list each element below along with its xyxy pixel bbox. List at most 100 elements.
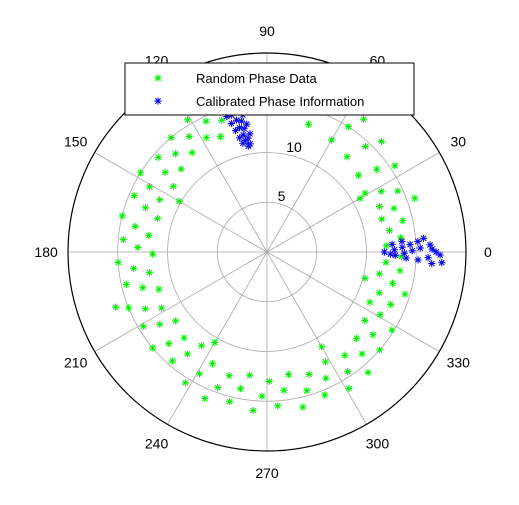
radius-label-10: 10: [286, 139, 302, 155]
data-point: [235, 134, 244, 142]
angle-label-30: 30: [451, 134, 467, 150]
data-point: [175, 197, 183, 205]
data-point: [304, 120, 313, 128]
data-point: [321, 391, 329, 399]
data-point: [396, 267, 404, 275]
data-point: [243, 120, 251, 128]
data-point: [390, 204, 398, 212]
outer-ring: [67, 52, 467, 452]
data-point: [226, 398, 234, 406]
angle-label-0: 0: [484, 244, 492, 260]
data-point: [375, 202, 384, 211]
data-point: [232, 116, 241, 124]
legend-label: Random Phase Data: [196, 71, 317, 86]
legend-entry: Calibrated Phase Information: [154, 94, 364, 109]
data-point: [388, 326, 396, 334]
data-point: [359, 115, 368, 123]
data-point: [139, 284, 147, 292]
radius-ring-5: [216, 201, 318, 303]
data-point: [378, 215, 386, 223]
data-point: [305, 370, 313, 378]
data-point: [125, 304, 133, 312]
data-point: [265, 377, 273, 385]
legend: Random Phase Data Calibrated Phase Inform…: [124, 62, 415, 116]
data-point: [375, 289, 383, 297]
data-point: [181, 379, 189, 387]
data-point: [216, 133, 225, 141]
data-point: [416, 244, 424, 252]
data-point: [408, 247, 416, 255]
data-point: [299, 403, 307, 411]
angle-label-330: 330: [447, 354, 471, 370]
data-point: [424, 254, 432, 262]
data-point: [382, 242, 390, 250]
data-point: [438, 259, 446, 267]
data-point: [227, 119, 235, 128]
legend-label: Calibrated Phase Information: [196, 94, 364, 109]
data-point: [361, 142, 369, 151]
data-point: [177, 165, 185, 173]
data-point: [375, 270, 383, 278]
data-point: [145, 269, 154, 277]
data-point: [154, 153, 162, 161]
data-point: [391, 162, 399, 170]
data-point: [149, 344, 157, 352]
data-point: [134, 243, 142, 252]
data-point: [385, 226, 394, 235]
legend-entry: Random Phase Data: [154, 71, 317, 86]
data-point: [322, 374, 330, 382]
data-point: [130, 192, 138, 200]
data-point: [414, 256, 422, 264]
data-point: [111, 303, 120, 311]
data-point: [388, 279, 397, 287]
data-point: [258, 392, 266, 400]
data-point: [246, 130, 254, 138]
data-point: [148, 250, 157, 258]
data-point: [239, 139, 247, 147]
data-point: [318, 343, 326, 351]
radius-ring-10: [167, 152, 367, 352]
data-point: [376, 346, 384, 354]
data-point: [361, 189, 369, 197]
data-point: [145, 183, 154, 191]
data-point: [246, 140, 254, 148]
data-point: [344, 368, 352, 376]
data-point: [232, 127, 240, 135]
data-point: [428, 245, 436, 253]
data-point: [185, 132, 193, 141]
data-point: [373, 165, 381, 173]
data-point: [188, 149, 196, 157]
data-point: [139, 322, 147, 330]
data-point: [402, 254, 410, 262]
data-point: [246, 371, 254, 379]
data-point: [399, 217, 407, 225]
series-calibrated-phase-information: [211, 76, 446, 268]
data-point: [420, 234, 428, 242]
radius-label-5: 5: [278, 188, 286, 204]
data-point: [157, 304, 166, 312]
data-point: [202, 134, 210, 142]
data-point: [328, 136, 336, 144]
legend-marker: [154, 97, 162, 105]
data-point: [168, 357, 176, 365]
data-point: [211, 338, 219, 347]
data-point: [387, 300, 395, 309]
data-point: [376, 311, 384, 319]
data-point: [180, 334, 188, 342]
data-point: [237, 117, 246, 125]
data-point: [432, 248, 440, 256]
data-point: [366, 298, 374, 306]
data-point: [118, 212, 126, 220]
data-point: [218, 116, 226, 124]
data-point: [274, 402, 282, 410]
data-point: [156, 320, 164, 328]
data-point: [284, 370, 293, 379]
data-point: [214, 383, 222, 392]
data-point: [377, 187, 385, 195]
data-point: [172, 317, 180, 325]
data-point: [141, 305, 149, 313]
data-point: [141, 204, 150, 212]
data-point: [377, 137, 386, 146]
data-point: [165, 340, 173, 348]
data-point: [361, 316, 369, 325]
